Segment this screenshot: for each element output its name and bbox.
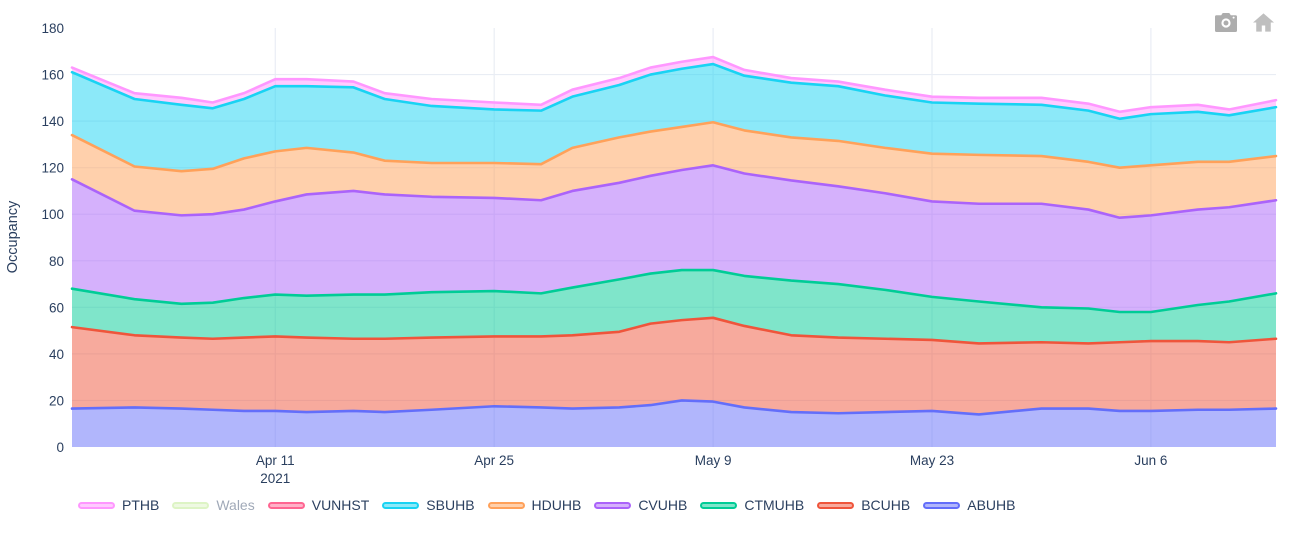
line-pthb xyxy=(70,55,1278,114)
legend-label-cvuhb: CVUHB xyxy=(638,497,688,513)
legend-swatch-hduhb xyxy=(487,501,525,509)
legend-item-pthb[interactable]: PTHB xyxy=(78,497,159,513)
y-tick-label: 180 xyxy=(41,21,64,36)
legend-swatch-vunhst xyxy=(267,501,305,509)
y-tick-label: 160 xyxy=(41,68,64,83)
download-plot-button[interactable] xyxy=(1212,10,1240,35)
line-bcuhb xyxy=(70,316,1278,345)
legend-label-bcuhb: BCUHB xyxy=(861,497,911,513)
legend-label-abuhb: ABUHB xyxy=(967,497,1016,513)
area-ctmuhb xyxy=(72,270,1276,344)
area-cvuhb xyxy=(72,165,1276,312)
legend-item-vunhst[interactable]: VUNHST xyxy=(267,497,370,513)
legend-item-cvuhb[interactable]: CVUHB xyxy=(594,497,687,513)
y-tick-label: 120 xyxy=(41,161,64,176)
home-icon xyxy=(1253,13,1274,32)
x-tick-label: Apr 11 xyxy=(256,453,295,468)
line-ctmuhb xyxy=(70,268,1278,314)
x-tick-sublabel: 2021 xyxy=(260,471,290,486)
legend-swatch-bcuhb xyxy=(817,501,855,509)
stacked-area-chart: 0 20 40 60 80 100 120 140 160 180 Apr 11 2021 Apr 2… xyxy=(5,21,1278,486)
legend-item-hduhb[interactable]: HDUHB xyxy=(487,497,582,513)
x-axis-tick-labels: Apr 11 2021 Apr 25 May 9 May 23 Jun 6 xyxy=(256,453,1168,486)
y-tick-label: 0 xyxy=(56,440,64,455)
legend-swatch-wales xyxy=(172,501,210,509)
y-tick-label: 40 xyxy=(49,347,64,362)
reset-axes-button[interactable] xyxy=(1250,10,1277,35)
legend-item-abuhb[interactable]: ABUHB xyxy=(923,497,1015,513)
legend-swatch-sbuhb xyxy=(382,501,420,509)
series-lines xyxy=(70,55,1278,416)
legend-label-hduhb: HDUHB xyxy=(531,497,582,513)
legend-item-wales[interactable]: Wales xyxy=(172,497,255,513)
x-tick-label: May 9 xyxy=(695,453,732,468)
area-bcuhb xyxy=(72,317,1276,415)
line-cvuhb xyxy=(70,164,1278,220)
y-tick-label: 140 xyxy=(41,114,64,129)
x-tick-label: May 23 xyxy=(910,453,954,468)
y-tick-label: 20 xyxy=(49,393,64,408)
legend-label-pthb: PTHB xyxy=(122,497,160,513)
area-hduhb xyxy=(72,122,1276,218)
x-tick-label: Apr 25 xyxy=(474,453,514,468)
legend-label-ctmuhb: CTMUHB xyxy=(744,497,805,513)
y-tick-label: 60 xyxy=(49,300,64,315)
y-tick-label: 100 xyxy=(41,207,64,222)
legend: PTHB Wales VUNHST SBUHB HDUHB CVUHB CTMUHB BCUH… xyxy=(78,497,1015,513)
legend-item-ctmuhb[interactable]: CTMUHB xyxy=(700,497,804,513)
x-tick-label: Jun 6 xyxy=(1134,453,1167,468)
legend-item-sbuhb[interactable]: SBUHB xyxy=(382,497,475,513)
legend-label-wales: Wales xyxy=(216,497,255,513)
legend-swatch-ctmuhb xyxy=(700,501,738,509)
line-sbuhb xyxy=(70,62,1278,121)
legend-item-bcuhb[interactable]: BCUHB xyxy=(817,497,910,513)
legend-label-vunhst: VUNHST xyxy=(311,497,370,513)
legend-swatch-pthb xyxy=(78,501,115,509)
y-axis-title: Occupancy xyxy=(5,200,21,273)
line-abuhb xyxy=(70,399,1278,416)
camera-icon xyxy=(1215,13,1237,32)
legend-label-sbuhb: SBUHB xyxy=(426,497,475,513)
area-sbuhb xyxy=(72,64,1276,172)
y-axis-tick-labels: 0 20 40 60 80 100 120 140 160 180 xyxy=(41,21,64,455)
legend-swatch-abuhb xyxy=(923,501,961,509)
y-tick-label: 80 xyxy=(49,254,64,269)
line-hduhb xyxy=(70,120,1278,173)
legend-swatch-cvuhb xyxy=(594,501,632,509)
plot-area[interactable] xyxy=(72,28,1276,447)
modebar xyxy=(1212,10,1277,35)
